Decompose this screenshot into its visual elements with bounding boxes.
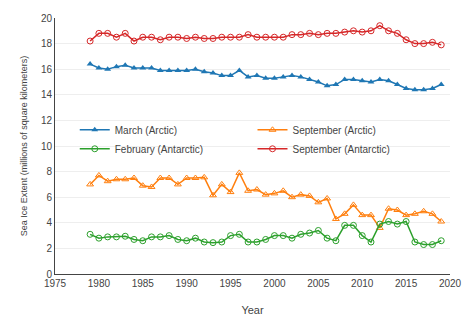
svg-text:6: 6: [46, 192, 52, 203]
svg-text:2: 2: [46, 243, 52, 254]
svg-text:Year: Year: [241, 304, 264, 316]
svg-text:14: 14: [41, 89, 53, 100]
svg-text:Sea Ice Extent (millions of sq: Sea Ice Extent (millions of square kilom…: [19, 56, 29, 237]
svg-text:1985: 1985: [132, 278, 155, 289]
svg-text:18: 18: [41, 38, 53, 49]
svg-text:2000: 2000: [263, 278, 286, 289]
svg-text:2010: 2010: [351, 278, 374, 289]
svg-text:March (Arctic): March (Arctic): [115, 125, 177, 136]
svg-text:2015: 2015: [395, 278, 418, 289]
svg-text:1990: 1990: [176, 278, 199, 289]
svg-text:2020: 2020: [439, 278, 462, 289]
svg-text:1995: 1995: [219, 278, 242, 289]
svg-text:September (Antarctic): September (Antarctic): [293, 144, 390, 155]
svg-text:2005: 2005: [307, 278, 330, 289]
svg-text:February (Antarctic): February (Antarctic): [115, 144, 203, 155]
svg-text:September (Arctic): September (Arctic): [293, 125, 376, 136]
svg-text:12: 12: [41, 115, 53, 126]
svg-text:1980: 1980: [88, 278, 111, 289]
svg-text:16: 16: [41, 64, 53, 75]
svg-text:0: 0: [46, 269, 52, 280]
svg-text:10: 10: [41, 141, 53, 152]
svg-text:20: 20: [41, 13, 53, 24]
svg-text:4: 4: [46, 217, 52, 228]
svg-text:8: 8: [46, 166, 52, 177]
svg-text:1975: 1975: [44, 278, 67, 289]
